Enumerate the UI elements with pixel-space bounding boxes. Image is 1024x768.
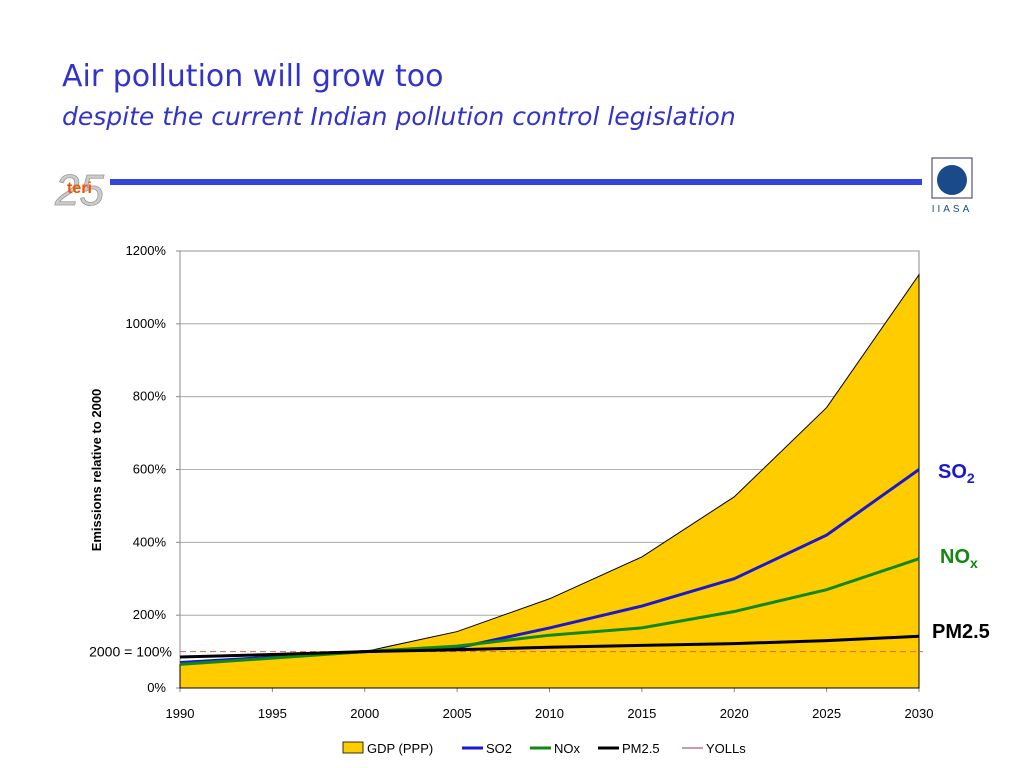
title: Air pollution will grow too bbox=[62, 59, 444, 94]
y-tick-label: 800% bbox=[133, 389, 167, 404]
legend-label: GDP (PPP) bbox=[367, 741, 433, 756]
x-tick-label: 2010 bbox=[535, 706, 564, 721]
legend-label: YOLLs bbox=[706, 741, 746, 756]
annotation-sub: 2 bbox=[967, 470, 975, 486]
reference-label: 2000 = 100% bbox=[89, 644, 172, 660]
x-tick-label: 2020 bbox=[720, 706, 749, 721]
legend-swatch bbox=[342, 741, 364, 754]
line bbox=[179, 634, 920, 659]
line bbox=[179, 557, 920, 666]
x-tick-label: 2025 bbox=[812, 706, 841, 721]
annotation-sub: x bbox=[970, 555, 978, 571]
y-tick-label: 200% bbox=[133, 607, 167, 622]
x-tick-label: 1990 bbox=[166, 706, 195, 721]
x-tick-label: 2000 bbox=[350, 706, 379, 721]
y-tick-label: 600% bbox=[133, 462, 167, 477]
x-tick-label: 1995 bbox=[258, 706, 287, 721]
y-axis-label: Emissions relative to 2000 bbox=[89, 389, 104, 552]
y-tick-label: 1000% bbox=[126, 316, 167, 331]
x-tick-label: 2005 bbox=[443, 706, 472, 721]
x-tick-label: 2015 bbox=[627, 706, 656, 721]
logo-iiasa-globe bbox=[937, 165, 967, 195]
logo-iiasa: IIASA bbox=[932, 204, 973, 215]
series-annotation: NOx bbox=[940, 546, 978, 571]
logo-number: 25 bbox=[54, 166, 104, 215]
y-tick-label: 0% bbox=[147, 680, 166, 695]
legend-label: SO2 bbox=[486, 741, 512, 756]
logo-teri: teri bbox=[67, 180, 92, 197]
annotation-text: PM2.5 bbox=[932, 621, 990, 643]
y-tick-label: 1200% bbox=[126, 243, 167, 258]
series-annotation: PM2.5 bbox=[932, 621, 990, 643]
subtitle: despite the current Indian pollution con… bbox=[62, 102, 736, 131]
annotation-text: SO bbox=[938, 461, 967, 483]
legend-label: PM2.5 bbox=[622, 741, 660, 756]
legend-label: NOx bbox=[554, 741, 581, 756]
annotation-text: NO bbox=[940, 546, 970, 568]
series-annotation: SO2 bbox=[938, 461, 975, 486]
y-tick-label: 400% bbox=[133, 534, 167, 549]
x-tick-label: 2030 bbox=[905, 706, 934, 721]
